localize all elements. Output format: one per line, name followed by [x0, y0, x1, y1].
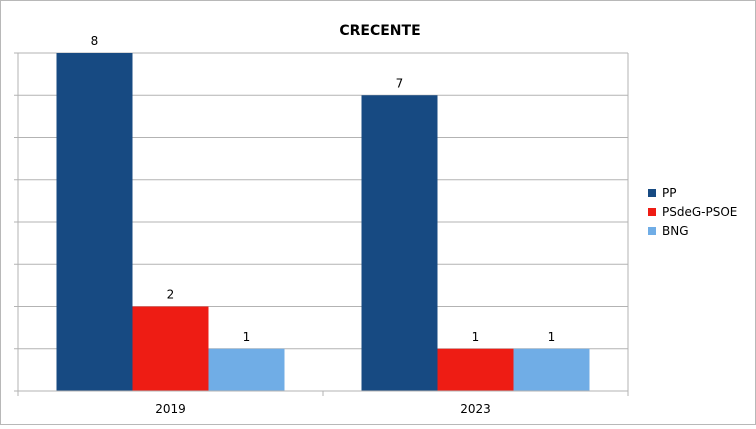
legend-swatch: [648, 189, 656, 197]
legend-swatch: [648, 227, 656, 235]
data-label: 1: [548, 330, 556, 344]
data-label: 1: [472, 330, 480, 344]
data-label: 2: [167, 288, 175, 302]
bar: [132, 306, 209, 391]
bar: [361, 95, 438, 391]
axes: 2019 2023: [14, 52, 629, 416]
x-tick-label: 2023: [460, 402, 491, 416]
bar: [56, 53, 133, 391]
data-label: 8: [91, 34, 99, 48]
legend-swatch: [648, 208, 656, 216]
legend: PP PSdeG-PSOE BNG: [648, 186, 737, 238]
data-label: 7: [396, 76, 404, 90]
data-labels: 8 2 1 7 1 1: [91, 34, 556, 344]
data-label: 1: [243, 330, 251, 344]
bar: [513, 348, 590, 391]
chart-title: CRECENTE: [339, 23, 420, 39]
legend-label: PSdeG-PSOE: [662, 205, 737, 219]
bars: [56, 53, 590, 391]
x-tick-label: 2019: [155, 402, 186, 416]
legend-label: PP: [662, 186, 676, 200]
bar: [208, 348, 285, 391]
legend-label: BNG: [662, 224, 689, 238]
bar: [437, 348, 514, 391]
